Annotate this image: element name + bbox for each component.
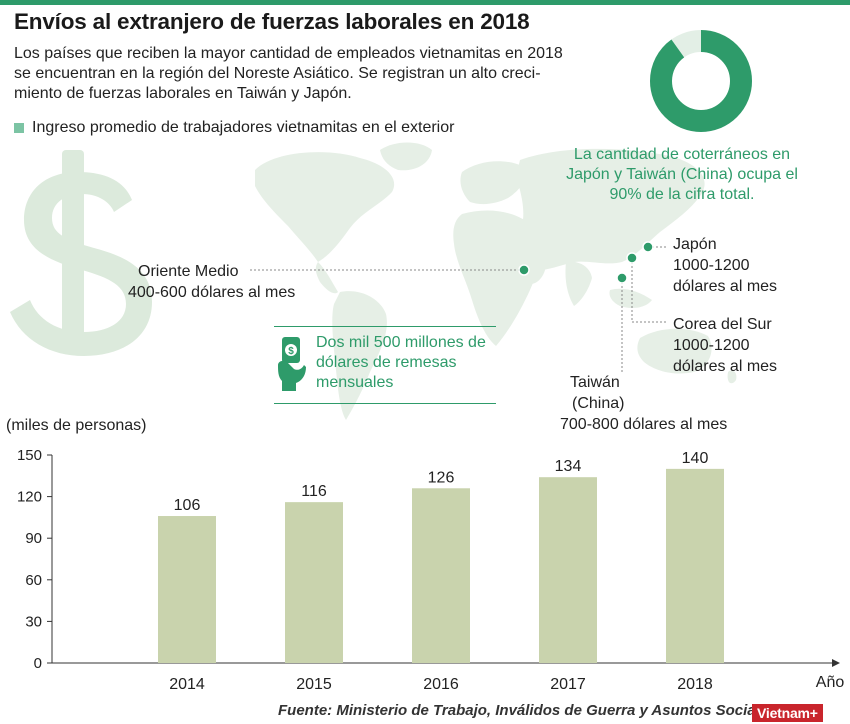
taiwan-marker	[616, 272, 628, 284]
legend: Ingreso promedio de trabajadores vietnam…	[14, 119, 454, 137]
bar	[412, 488, 470, 663]
svg-text:$: $	[288, 346, 294, 357]
bar	[666, 468, 724, 663]
hand-money-icon: $	[278, 337, 306, 391]
dollar-icon	[10, 150, 152, 356]
middle-east-marker	[518, 264, 530, 276]
top-accent-bar	[0, 0, 850, 5]
bar-value-label: 134	[555, 458, 582, 475]
subtitle-line: Los países que reciben la mayor cantidad…	[14, 45, 563, 62]
x-tick-label: 2015	[296, 676, 332, 693]
y-tick-label: 30	[25, 613, 42, 630]
japan-marker	[642, 241, 654, 253]
bar-value-label: 126	[428, 469, 455, 486]
japan-label: Japón 1000-1200 dólares al mes	[673, 234, 777, 297]
y-tick-label: 120	[17, 489, 42, 506]
donut-value-arc	[650, 30, 752, 132]
middle-east-income: 400-600 dólares al mes	[128, 284, 296, 301]
taiwan-name-line: (China)	[572, 395, 625, 412]
remittance-text: Dos mil 500 millones de dólares de remes…	[316, 333, 486, 393]
japan-income-line: 1000-1200	[673, 257, 750, 274]
subtitle-line: se encuentran en la región del Noreste A…	[14, 65, 541, 82]
world-map	[10, 142, 737, 420]
taiwan-name-line: Taiwán	[570, 374, 620, 391]
x-tick-label: 2016	[423, 676, 459, 693]
y-axis-label: (miles de personas)	[6, 417, 147, 434]
remittance-box: $ Dos mil 500 millones de dólares de rem…	[274, 326, 496, 404]
korea-income-line: dólares al mes	[673, 358, 778, 375]
japan-income-line: dólares al mes	[673, 278, 778, 295]
donut-note-line: 90% de la cifra total.	[609, 186, 755, 203]
taiwan-income: 700-800 dólares al mes	[560, 416, 728, 433]
legend-label: Ingreso promedio de trabajadores vietnam…	[32, 119, 455, 136]
bar-value-label: 140	[682, 450, 709, 467]
donut-chart	[650, 30, 752, 132]
y-tick-label: 150	[17, 447, 42, 464]
japan-name: Japón	[673, 236, 717, 253]
remittance-line: Dos mil 500 millones de	[316, 334, 486, 351]
bar-chart: 0 30 60 90 120 150 106 2014 116 2015 126 2016 134 201…	[17, 447, 845, 693]
bar-value-label: 106	[174, 497, 201, 514]
middle-east-label: Oriente Medio 400-600 dólares al mes	[128, 261, 295, 303]
y-tick-label: 90	[25, 530, 42, 547]
donut-note: La cantidad de coterráneos en Japón y Ta…	[566, 145, 798, 205]
korea-income-line: 1000-1200	[673, 337, 750, 354]
bar	[158, 516, 216, 663]
x-tick-label: 2018	[677, 676, 713, 693]
subtitle-line: miento de fuerzas laborales en Taiwán y …	[14, 85, 352, 102]
korea-label: Corea del Sur 1000-1200 dólares al mes	[673, 314, 777, 377]
vietnamplus-logo: Vietnam+	[752, 704, 823, 722]
bar	[285, 502, 343, 663]
donut-note-line: La cantidad de coterráneos en	[573, 146, 791, 163]
remittance-line: dólares de remesas	[316, 354, 457, 371]
x-axis-label: Año	[816, 674, 845, 691]
source-note: Fuente: Ministerio de Trabajo, Inválidos…	[278, 702, 777, 719]
donut-note-line: Japón y Taiwán (China) ocupa el	[566, 166, 798, 183]
korea-marker	[626, 252, 638, 264]
x-tick-label: 2014	[169, 676, 205, 693]
taiwan-label: Taiwán (China) 700-800 dólares al mes	[560, 372, 727, 435]
x-axis-arrow	[832, 659, 840, 667]
bar	[539, 477, 597, 663]
subtitle: Los países que reciben la mayor cantidad…	[14, 44, 614, 104]
y-tick-label: 0	[34, 655, 42, 672]
bar-value-label: 116	[301, 483, 327, 500]
y-tick-label: 60	[25, 572, 42, 589]
page-title: Envíos al extranjero de fuerzas laborale…	[14, 9, 530, 34]
korea-name: Corea del Sur	[673, 316, 772, 333]
legend-swatch	[14, 123, 24, 133]
x-tick-label: 2017	[550, 676, 586, 693]
remittance-line: mensuales	[316, 374, 394, 391]
middle-east-name: Oriente Medio	[138, 263, 239, 280]
